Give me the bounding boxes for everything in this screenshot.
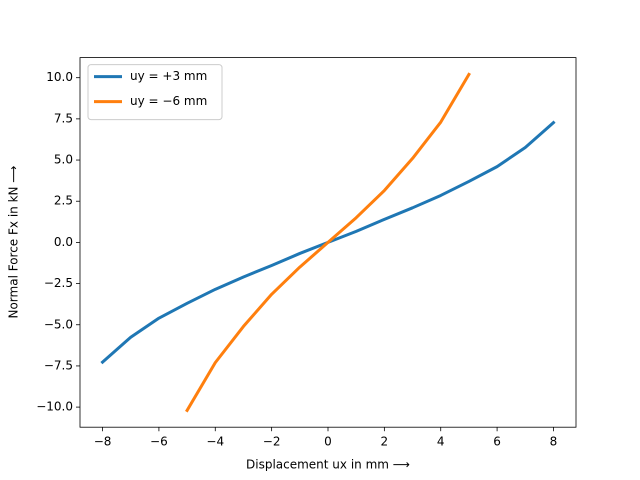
x-tick-label: −4 <box>206 435 224 449</box>
legend-label: uy = −6 mm <box>130 94 207 108</box>
x-axis-label: Displacement ux in mm ⟶ <box>246 458 410 472</box>
y-tick-label: 5.0 <box>54 153 73 167</box>
x-tick-label: 4 <box>437 435 445 449</box>
x-tick-label: −6 <box>150 435 168 449</box>
x-tick-label: 2 <box>381 435 389 449</box>
x-tick-label: 0 <box>324 435 332 449</box>
x-tick-label: −8 <box>94 435 112 449</box>
x-tick-label: 8 <box>550 435 558 449</box>
y-tick-label: 10.0 <box>46 70 73 84</box>
y-tick-label: −5.0 <box>44 317 73 331</box>
y-tick-label: 0.0 <box>54 235 73 249</box>
legend-label: uy = +3 mm <box>130 69 207 83</box>
y-tick-label: 2.5 <box>54 194 73 208</box>
legend-box <box>87 64 223 121</box>
series-line <box>185 72 471 413</box>
y-tick-label: −2.5 <box>44 276 73 290</box>
y-tick-label: −7.5 <box>44 358 73 372</box>
y-tick-label: −10.0 <box>36 400 73 414</box>
x-tick-label: 6 <box>493 435 501 449</box>
axes-frame <box>79 57 577 428</box>
y-axis-label: Normal Force Fx in kN ⟶ <box>7 165 21 318</box>
x-tick-label: −2 <box>263 435 281 449</box>
y-tick-label: 7.5 <box>54 111 73 125</box>
